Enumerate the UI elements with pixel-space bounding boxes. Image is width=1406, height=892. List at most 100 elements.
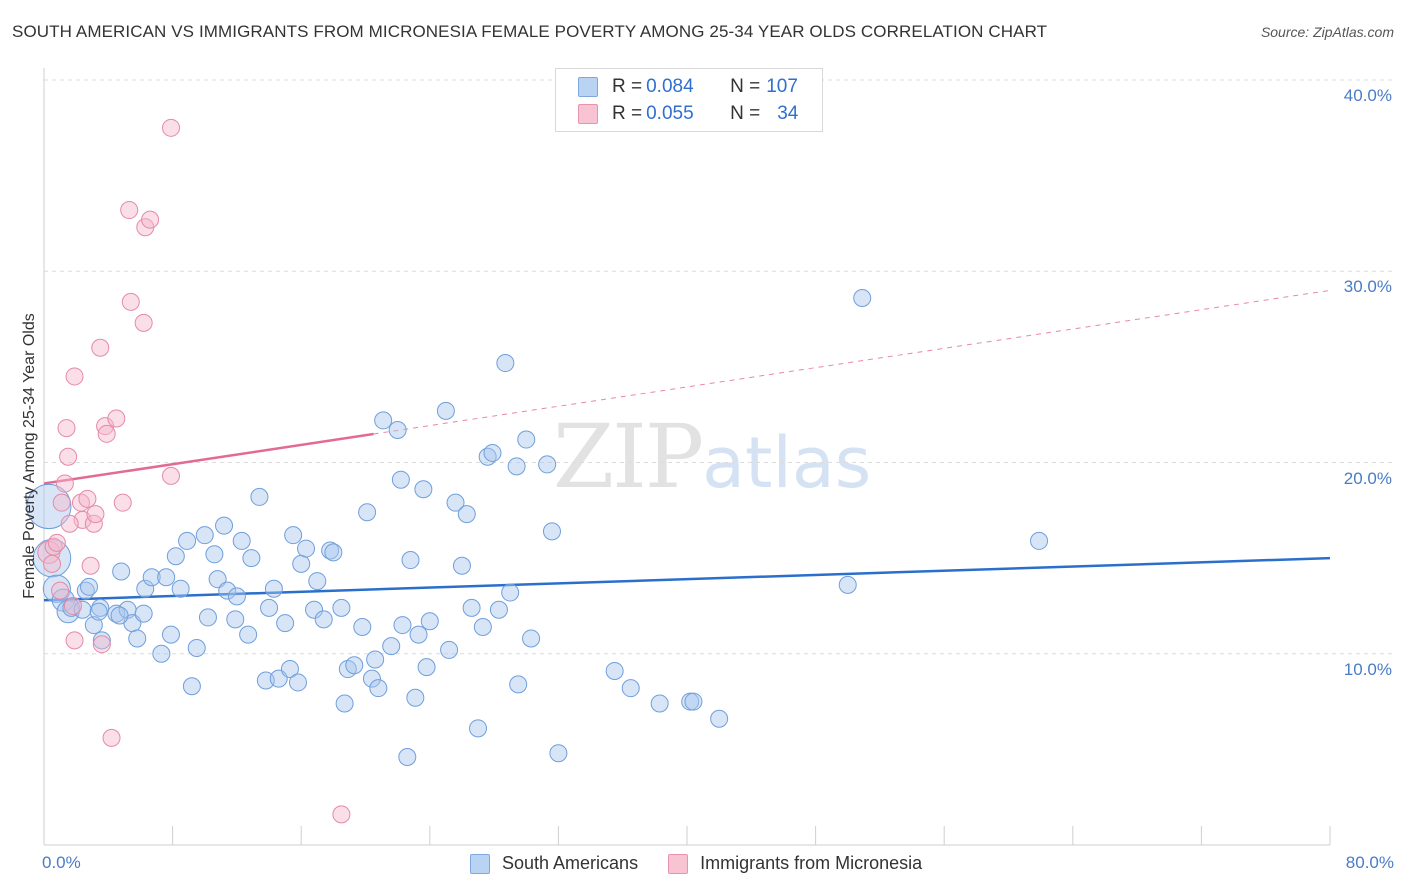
- data-point-series-0: [166, 547, 185, 566]
- data-point-series-0: [542, 522, 561, 541]
- data-point-series-0: [171, 579, 190, 598]
- data-point-series-0: [215, 516, 234, 535]
- series-legend-label: South Americans: [502, 853, 639, 873]
- data-point-series-0: [391, 470, 410, 489]
- data-point-series-1: [107, 409, 126, 428]
- data-point-series-1: [86, 505, 105, 524]
- data-point-series-1: [161, 118, 180, 137]
- data-point-series-1: [59, 447, 78, 466]
- data-point-series-0: [489, 600, 508, 619]
- data-point-series-0: [198, 608, 217, 627]
- data-point-series-0: [107, 604, 126, 623]
- data-point-series-1: [78, 489, 97, 508]
- data-point-series-0: [314, 610, 333, 629]
- data-point-series-0: [332, 598, 351, 617]
- data-point-series-0: [362, 669, 381, 688]
- data-point-series-0: [345, 656, 364, 675]
- data-point-series-0: [128, 629, 147, 648]
- series-swatch-pink: [668, 853, 689, 874]
- data-point-series-0: [501, 583, 520, 602]
- data-point-series-0: [621, 679, 640, 698]
- data-point-series-0: [324, 543, 343, 562]
- axes: [43, 68, 1331, 846]
- data-point-series-1: [47, 533, 66, 552]
- series-legend: South Americans Immigrants from Micrones…: [470, 853, 952, 874]
- data-point-series-0: [280, 660, 299, 679]
- data-point-series-1: [60, 514, 79, 533]
- legend-n-value: 107: [766, 76, 798, 97]
- data-point-series-0: [73, 600, 92, 619]
- data-point-series-0: [366, 650, 385, 669]
- data-point-series-0: [436, 401, 455, 420]
- data-point-series-0: [353, 617, 372, 636]
- trend-line-extension-series-1: [373, 289, 1331, 435]
- data-point-series-0: [605, 661, 624, 680]
- data-point-series-0: [710, 709, 729, 728]
- series-swatch-blue: [470, 853, 490, 874]
- data-point-series-0: [469, 719, 488, 738]
- data-point-series-0: [42, 574, 71, 603]
- data-point-series-1: [43, 554, 62, 573]
- data-point-series-0: [136, 579, 155, 598]
- data-point-series-0: [414, 480, 433, 499]
- data-point-series-1: [332, 805, 351, 824]
- data-point-series-0: [112, 562, 131, 581]
- data-point-series-1: [65, 631, 84, 650]
- source-label: Source: ZipAtlas.com: [1260, 24, 1394, 40]
- legend-n-label: N =: [730, 103, 761, 124]
- data-point-series-0: [297, 539, 316, 558]
- data-point-series-0: [208, 570, 227, 589]
- legend-swatch-blue: [578, 77, 598, 97]
- data-point-series-1: [113, 493, 132, 512]
- y-axis-label: Female Poverty Among 25-34 Year Olds: [21, 313, 38, 599]
- data-point-series-0: [195, 526, 214, 545]
- data-point-series-1: [120, 201, 139, 220]
- data-point-series-0: [110, 606, 129, 625]
- data-point-series-0: [239, 625, 258, 644]
- legend-r-value: 0.084: [646, 76, 694, 97]
- trend-lines: [43, 289, 1331, 602]
- data-point-series-0: [457, 505, 476, 524]
- data-point-series-1: [65, 367, 84, 386]
- legend-r-label: R =: [612, 76, 643, 97]
- data-point-series-0: [509, 675, 528, 694]
- data-point-series-0: [440, 640, 459, 659]
- data-point-series-0: [242, 549, 261, 568]
- data-point-series-0: [157, 568, 176, 587]
- data-point-series-0: [84, 616, 103, 635]
- data-point-series-0: [26, 483, 72, 530]
- data-point-series-0: [446, 493, 465, 512]
- grid-lines: [44, 79, 1392, 655]
- data-point-series-1: [51, 581, 70, 600]
- data-point-series-0: [161, 625, 180, 644]
- data-point-series-0: [321, 541, 340, 560]
- legend-swatch-pink: [578, 104, 598, 124]
- data-point-series-0: [250, 487, 269, 506]
- data-point-series-0: [335, 694, 354, 713]
- series-legend-item-south-americans: South Americans: [470, 853, 638, 874]
- data-point-series-0: [517, 430, 536, 449]
- data-point-series-0: [473, 617, 492, 636]
- y-tick-label-20: 20.0%: [1343, 469, 1392, 488]
- data-point-series-1: [134, 313, 153, 332]
- data-point-series-0: [182, 677, 201, 696]
- watermark: ZIPatlas: [553, 405, 871, 508]
- data-point-series-0: [142, 568, 161, 587]
- trend-line-series-1: [43, 432, 374, 485]
- watermark-atlas: atlas: [702, 422, 872, 504]
- data-point-series-0: [398, 748, 417, 767]
- data-point-series-0: [292, 554, 311, 573]
- trend-line-series-0: [43, 556, 1331, 602]
- data-point-series-0: [462, 598, 481, 617]
- data-point-series-0: [288, 673, 307, 692]
- data-point-series-1: [97, 424, 116, 443]
- data-point-series-0: [401, 551, 420, 570]
- series-legend-label: Immigrants from Micronesia: [700, 853, 923, 873]
- data-point-series-0: [284, 526, 303, 545]
- data-point-series-0: [382, 637, 401, 656]
- x-tick-label-0: 0.0%: [42, 853, 81, 872]
- data-point-series-0: [305, 600, 324, 619]
- data-point-series-0: [538, 455, 557, 474]
- data-point-series-0: [92, 631, 111, 650]
- legend-row-micronesia: R = 0.055 N = 34: [578, 102, 798, 126]
